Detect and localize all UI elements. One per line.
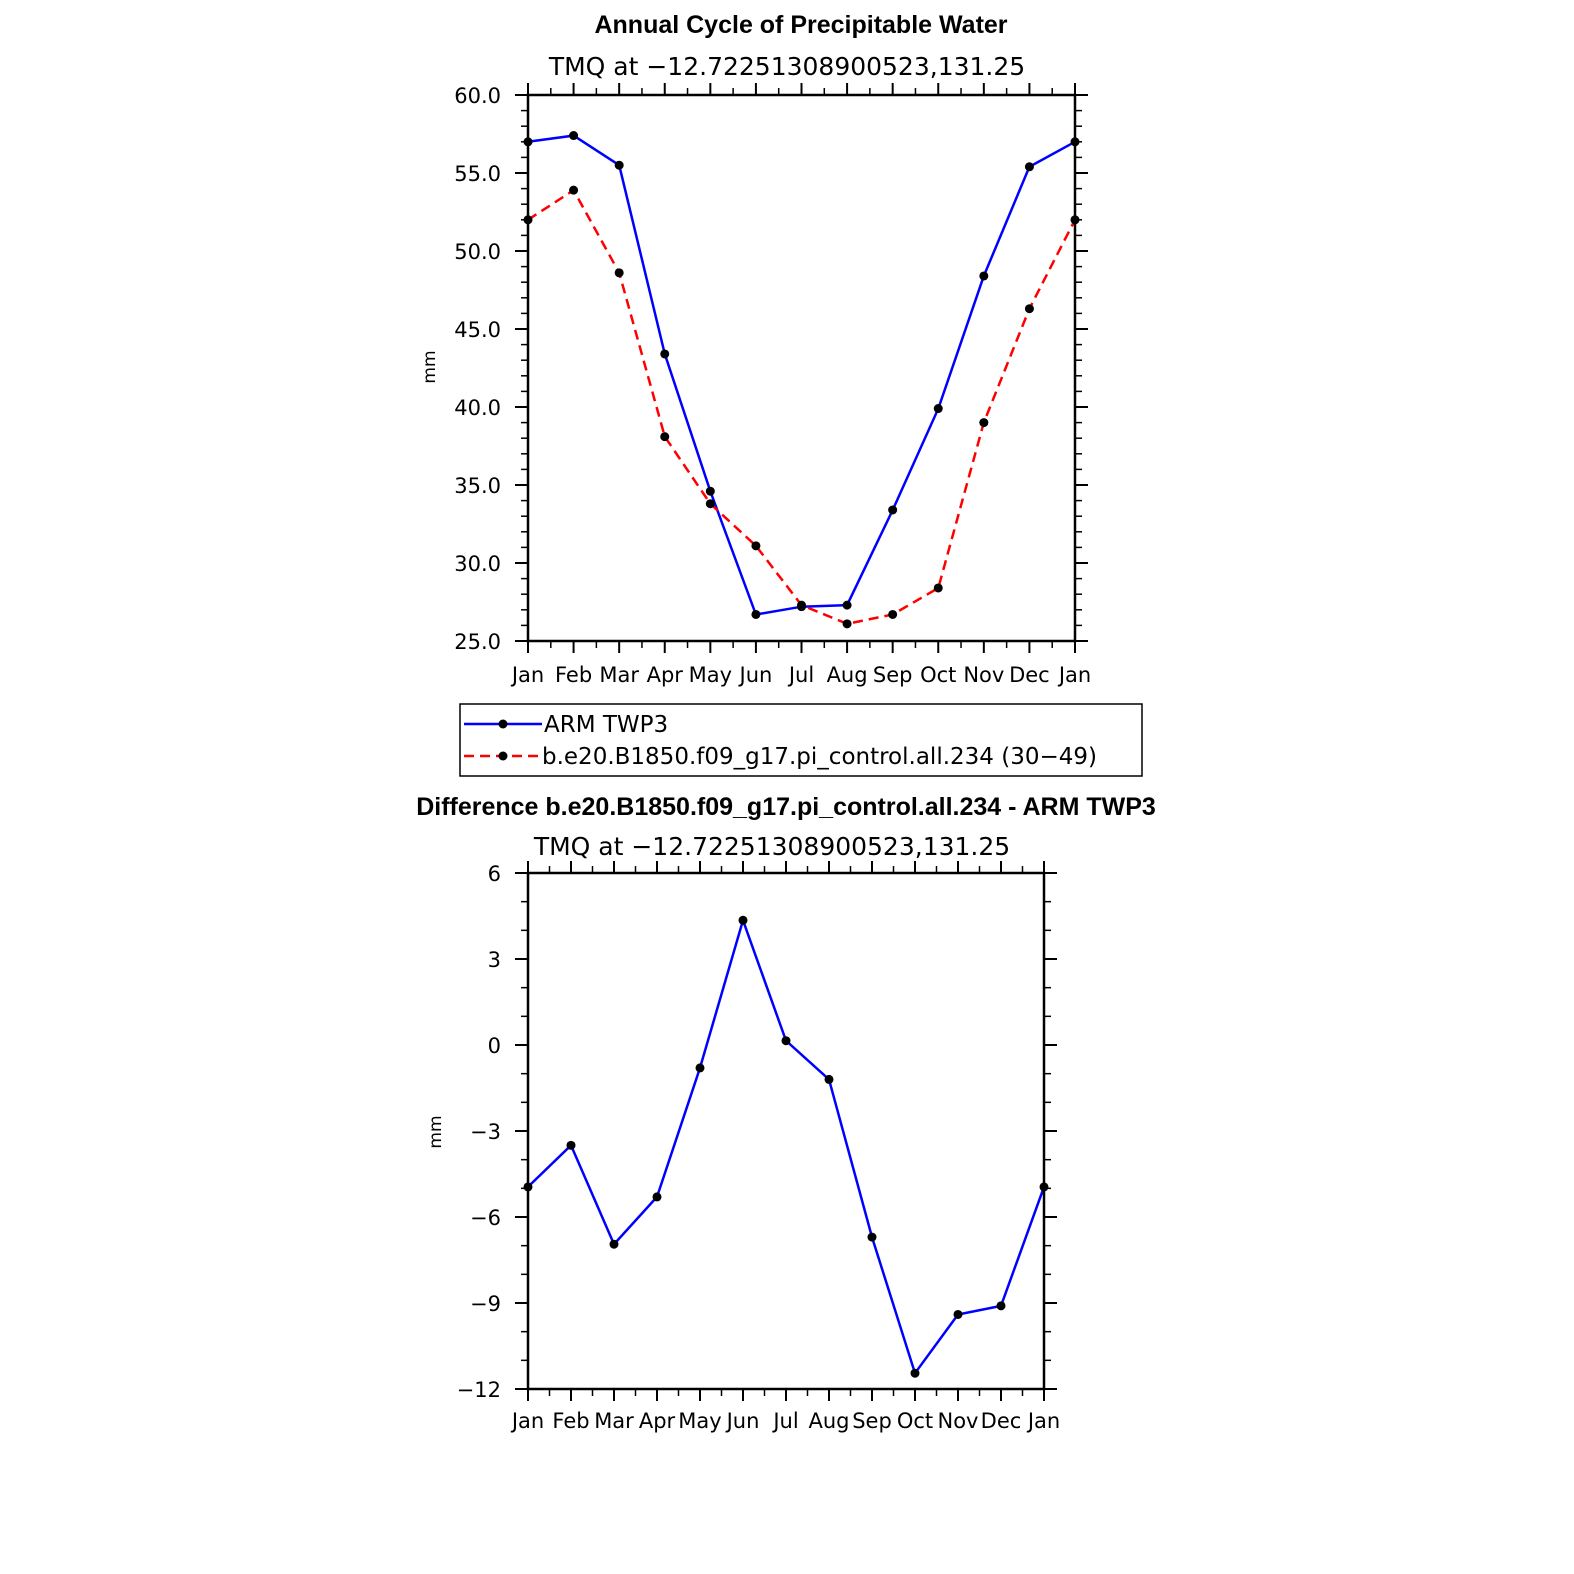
chart0-ytick-label: 30.0 [454, 552, 501, 576]
chart0-xtick-label: Nov [963, 663, 1004, 687]
chart0-ytick-label: 55.0 [454, 162, 501, 186]
chart0-series-0-point [979, 271, 989, 281]
chart0-series-0-point [614, 160, 624, 170]
chart0-series-0-point [569, 131, 579, 141]
chart0-ytick-label: 45.0 [454, 318, 501, 342]
chart1-xtick-label: Apr [639, 1409, 676, 1433]
annual-cycle-chart: Annual Cycle of Precipitable Water TMQ a… [420, 11, 1091, 687]
chart0-plot-frame [526, 93, 1077, 643]
chart1-xtick-label: Aug [808, 1409, 849, 1433]
chart1-series-0-point [824, 1074, 834, 1084]
chart1-ytick-label: −12 [457, 1378, 501, 1402]
chart1-series-0-point [910, 1368, 920, 1378]
legend-marker-model [498, 751, 508, 761]
chart1-xtick-label: Jan [510, 1409, 544, 1433]
chart1-plot-frame [526, 871, 1046, 1391]
chart1-xtick-label: Sep [852, 1409, 892, 1433]
chart1-xtick-label: Mar [594, 1409, 634, 1433]
chart0-series-1-point [569, 185, 579, 195]
chart0-xtick-label: Apr [647, 663, 684, 687]
chart0-series-1-point [842, 619, 852, 629]
chart1-ytick-label: 3 [488, 948, 501, 972]
chart1-series-0-point [867, 1232, 877, 1242]
chart0-series-1-point [751, 541, 761, 551]
legend-box [459, 703, 1143, 777]
chart0-series-1-point [1024, 304, 1034, 314]
chart1-series-0-point [695, 1063, 705, 1073]
chart0-xtick-label: May [689, 663, 732, 687]
chart1-series-0-point [738, 915, 748, 925]
chart0-series-0-point [705, 486, 715, 496]
chart1-series-0-point [996, 1301, 1006, 1311]
chart0-ytick-label: 60.0 [454, 84, 501, 108]
chart0-xtick-label: Mar [599, 663, 639, 687]
chart1-xtick-label: May [678, 1409, 721, 1433]
chart1-series-0-point [781, 1036, 791, 1046]
chart0-ylabel: mm [420, 350, 440, 383]
chart0-series-1-point [660, 432, 670, 442]
chart1-series-0-point [652, 1192, 662, 1202]
chart1-ytick-label: 0 [488, 1034, 501, 1058]
chart1-series-0-point [609, 1239, 619, 1249]
chart1-ytick-label: 6 [488, 862, 501, 886]
difference-chart: Difference b.e20.B1850.f09_g17.pi_contro… [416, 793, 1156, 1433]
chart0-ytick-label: 35.0 [454, 474, 501, 498]
chart1-xtick-label: Feb [552, 1409, 589, 1433]
chart1-xtick-label: Jun [725, 1409, 760, 1433]
chart1-series-0-line [527, 916, 1046, 1376]
chart0-ytick-label: 25.0 [454, 630, 501, 654]
legend-label-obs: ARM TWP3 [544, 712, 668, 738]
chart0-series-1-point [797, 600, 806, 610]
chart0-xtick-label: Feb [555, 663, 592, 687]
chart1-series-0-point [566, 1140, 576, 1150]
chart1-subtitle: TMQ at −12.72251308900523,131.25 [533, 832, 1010, 861]
chart0-series-0-point [660, 349, 670, 359]
legend-marker-obs [498, 719, 508, 729]
chart0-ytick-label: 40.0 [454, 396, 501, 420]
chart0-series-1-point [705, 499, 715, 509]
legend-label-model: b.e20.B1850.f09_g17.pi_control.all.234 (… [542, 744, 1097, 770]
chart0-series-1-point [888, 609, 898, 619]
chart0-series-0-point [1024, 162, 1034, 172]
chart1-xtick-label: Oct [897, 1409, 933, 1433]
chart1-title: Difference b.e20.B1850.f09_g17.pi_contro… [416, 793, 1156, 821]
chart0-series-0-point [888, 505, 898, 515]
chart0-title: Annual Cycle of Precipitable Water [594, 11, 1007, 39]
chart0-ytick-label: 50.0 [454, 240, 501, 264]
chart0-xtick-label: Jan [510, 663, 544, 687]
chart0-series-0-point [842, 600, 852, 610]
chart0-xtick-label: Oct [920, 663, 956, 687]
chart0-xtick-label: Jan [1057, 663, 1091, 687]
chart1-xtick-label: Jul [771, 1409, 798, 1433]
chart0-series-1-point [933, 583, 943, 593]
chart1-xtick-label: Dec [981, 1409, 1022, 1433]
chart0-subtitle: TMQ at −12.72251308900523,131.25 [548, 52, 1025, 81]
chart1-ytick-label: −9 [470, 1292, 501, 1316]
chart0-series-0-line [527, 134, 1076, 616]
chart0-series-0-point [933, 404, 943, 414]
chart0-xtick-label: Aug [827, 663, 868, 687]
chart0-series-0-point [751, 609, 761, 619]
chart1-series-0-point [953, 1309, 963, 1319]
chart1-ytick-label: −3 [470, 1120, 501, 1144]
chart0-xtick-label: Dec [1009, 663, 1050, 687]
chart0-xtick-label: Sep [873, 663, 913, 687]
chart0-series-1-point [979, 418, 989, 428]
chart1-ylabel: mm [426, 1115, 446, 1148]
chart1-xtick-label: Jan [1026, 1409, 1060, 1433]
chart1-ytick-label: −6 [470, 1206, 501, 1230]
chart0-legend: ARM TWP3 b.e20.B1850.f09_g17.pi_control.… [459, 703, 1143, 777]
chart0-xtick-label: Jul [787, 663, 814, 687]
chart1-xtick-label: Nov [938, 1409, 979, 1433]
chart0-series-1-point [614, 268, 624, 278]
chart0-xtick-label: Jun [738, 663, 773, 687]
